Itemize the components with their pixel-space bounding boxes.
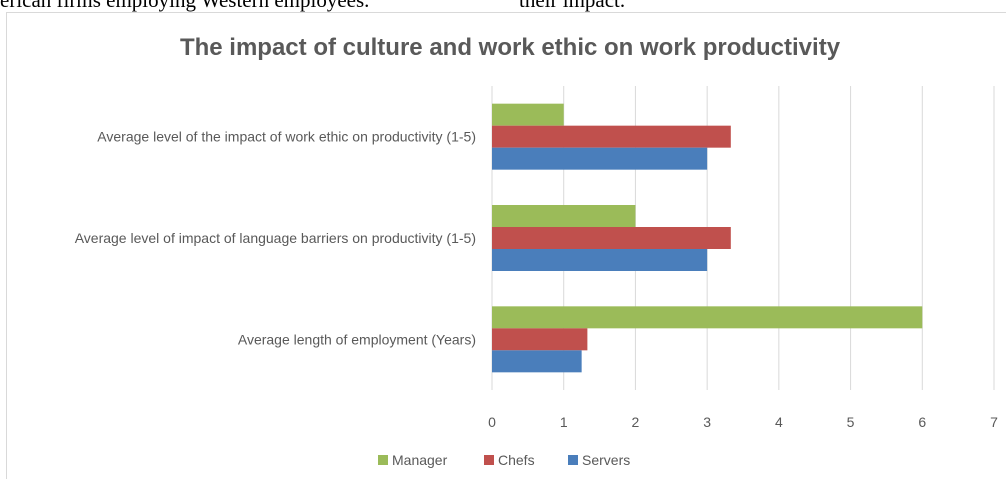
bar-chefs xyxy=(492,227,731,249)
legend-swatch-servers xyxy=(568,455,578,465)
x-tick-label: 7 xyxy=(990,414,998,430)
category-label: Average length of employment (Years) xyxy=(238,331,476,347)
legend-label-servers: Servers xyxy=(582,452,630,468)
chart-title: The impact of culture and work ethic on … xyxy=(180,34,841,61)
bar-servers xyxy=(492,147,708,170)
chart-frame xyxy=(6,12,1006,479)
x-axis-ticks: 0 1 2 3 4 5 6 7 xyxy=(488,414,998,430)
x-tick-label: 0 xyxy=(488,414,496,430)
bar-chefs xyxy=(492,125,731,148)
category-label: Average level of the impact of work ethi… xyxy=(97,129,476,145)
bar-servers xyxy=(492,350,582,373)
x-tick-label: 5 xyxy=(847,414,855,430)
bar-manager xyxy=(492,205,636,227)
bar-manager xyxy=(492,306,923,329)
x-tick-label: 1 xyxy=(560,414,568,430)
doc-text-right: their impact. xyxy=(519,0,626,12)
x-tick-label: 3 xyxy=(703,414,711,430)
doc-text-left: erican firms employing Western employees… xyxy=(0,0,370,12)
category-label: Average level of impact of language barr… xyxy=(75,230,476,246)
legend-label-chefs: Chefs xyxy=(498,452,535,468)
x-tick-label: 4 xyxy=(775,414,783,430)
category-labels: Average length of employment (Years) Aver… xyxy=(75,129,476,348)
legend-swatch-manager xyxy=(378,455,388,465)
x-tick-label: 6 xyxy=(918,414,926,430)
bars xyxy=(492,103,923,373)
bar-servers xyxy=(492,249,708,271)
x-tick-label: 2 xyxy=(632,414,640,430)
legend-swatch-chefs xyxy=(484,455,494,465)
bar-chefs xyxy=(492,328,588,351)
bar-manager xyxy=(492,103,564,126)
legend: Manager Chefs Servers xyxy=(378,452,630,468)
legend-label-manager: Manager xyxy=(392,452,448,468)
